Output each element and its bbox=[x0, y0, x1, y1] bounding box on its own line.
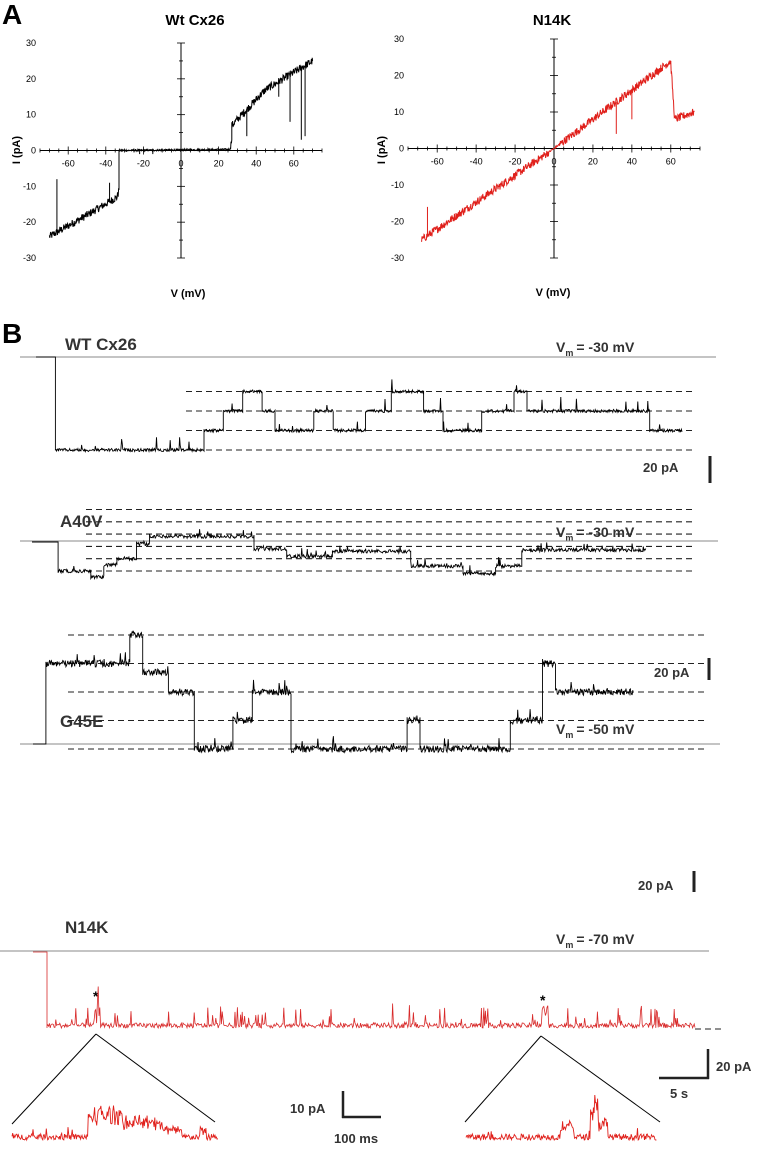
iv-wt-x-tick-label: 60 bbox=[289, 159, 299, 169]
iv-plot-n14k-axes: -60 -40 -20 0 20 40 60 -30 -20 -10 0 10 20 30 bbox=[391, 34, 701, 263]
trace-wt-plot bbox=[20, 356, 716, 454]
iv-n14k-y-tick-label: 20 bbox=[394, 71, 404, 81]
iv-wt-y-tick-label: 20 bbox=[26, 74, 36, 84]
iv-wt-x-tick-label: 0 bbox=[178, 159, 183, 169]
inset-trace-right bbox=[465, 1094, 657, 1142]
iv-wt-y-tick-label: 10 bbox=[26, 110, 36, 120]
trace-a40v-name: A40V bbox=[60, 512, 103, 531]
trace-n14k-current bbox=[33, 951, 696, 1030]
iv-n14k-y-tick-label: 10 bbox=[394, 107, 404, 117]
trace-n14k-marker: * bbox=[93, 988, 99, 1004]
trace-n14k-name: N14K bbox=[65, 918, 109, 937]
trace-a40v: A40V Vm = -30 mV 20 pA bbox=[20, 508, 718, 680]
iv-plot-n14k-ylabel: I (pA) bbox=[376, 136, 388, 164]
trace-a40v-plot bbox=[20, 508, 718, 581]
iv-wt-y-tick-label: 30 bbox=[26, 38, 36, 48]
panel-label-a: A bbox=[2, 0, 22, 30]
zoom-line bbox=[540, 1035, 661, 1123]
iv-wt-y-tick-label: 0 bbox=[31, 146, 36, 156]
iv-plot-wt: Wt Cx26 -60 -40 -20 0 20 40 60 -30 -20 -10 0 10 20 30… bbox=[11, 12, 323, 300]
inset-trace-left bbox=[11, 1105, 219, 1142]
iv-n14k-x-tick-label: 0 bbox=[551, 157, 556, 167]
iv-plot-wt-ylabel: I (pA) bbox=[11, 136, 23, 164]
iv-n14k-y-tick-label: -20 bbox=[391, 217, 404, 227]
inset-current-scale-label: 10 pA bbox=[290, 1101, 326, 1116]
trace-a40v-scale-label: 20 pA bbox=[654, 665, 690, 680]
iv-n14k-x-tick-label: 40 bbox=[627, 157, 637, 167]
iv-n14k-curve bbox=[421, 60, 695, 242]
n14k-insets: 10 pA 100 ms bbox=[11, 1033, 661, 1146]
trace-g45e-plot bbox=[20, 630, 720, 754]
trace-g45e-name: G45E bbox=[60, 712, 103, 731]
iv-wt-x-tick-label: -40 bbox=[99, 159, 112, 169]
trace-n14k-vm: Vm = -70 mV bbox=[556, 931, 635, 950]
inset-time-scale-label: 100 ms bbox=[334, 1131, 378, 1146]
iv-plot-n14k-title: N14K bbox=[533, 12, 572, 29]
trace-a40v-vm: Vm = -30 mV bbox=[556, 524, 635, 543]
iv-wt-y-tick-label: -30 bbox=[23, 253, 36, 263]
trace-g45e-vm: Vm = -50 mV bbox=[556, 721, 635, 740]
n14k-time-scale-label: 5 s bbox=[670, 1086, 688, 1101]
iv-wt-x-tick-label: 40 bbox=[251, 159, 261, 169]
iv-n14k-y-tick-label: 30 bbox=[394, 34, 404, 44]
trace-g45e-scale-label: 20 pA bbox=[638, 878, 674, 893]
iv-n14k-x-tick-label: -40 bbox=[470, 157, 483, 167]
trace-n14k: N14K Vm = -70 mV * * 20 pA 5 s bbox=[0, 918, 752, 1101]
iv-wt-x-tick-label: -60 bbox=[62, 159, 75, 169]
trace-g45e-current bbox=[33, 630, 634, 754]
iv-n14k-x-tick-label: -20 bbox=[509, 157, 522, 167]
iv-n14k-y-tick-label: -30 bbox=[391, 253, 404, 263]
iv-plot-wt-title: Wt Cx26 bbox=[165, 12, 224, 29]
iv-plot-wt-axes: -60 -40 -20 0 20 40 60 -30 -20 -10 0 10 20 30 bbox=[23, 38, 323, 263]
iv-n14k-y-tick-label: 0 bbox=[399, 144, 404, 154]
iv-plot-n14k-xlabel: V (mV) bbox=[536, 287, 571, 299]
iv-plot-n14k: N14K -60 -40 -20 0 20 40 60 -30 -20 -10 0 10 20 30 V … bbox=[376, 12, 701, 299]
iv-plot-wt-xlabel: V (mV) bbox=[171, 288, 206, 300]
panel-label-b: B bbox=[2, 318, 22, 349]
iv-wt-y-tick-label: -20 bbox=[23, 217, 36, 227]
iv-n14k-x-tick-label: 60 bbox=[666, 157, 676, 167]
zoom-line bbox=[95, 1033, 216, 1123]
trace-wt-name: WT Cx26 bbox=[65, 335, 137, 354]
trace-wt-vm: Vm = -30 mV bbox=[556, 339, 635, 358]
trace-n14k-plot bbox=[0, 950, 725, 1030]
iv-n14k-y-tick-label: -10 bbox=[391, 180, 404, 190]
trace-a40v-current bbox=[32, 529, 647, 581]
iv-n14k-x-tick-label: 20 bbox=[588, 157, 598, 167]
trace-wt-current bbox=[36, 356, 683, 454]
iv-wt-curve bbox=[48, 57, 314, 238]
zoom-line bbox=[11, 1033, 97, 1125]
trace-wt: WT Cx26 Vm = -30 mV 20 pA bbox=[20, 335, 716, 483]
inset-plot bbox=[11, 1094, 657, 1142]
zoom-line bbox=[464, 1035, 542, 1123]
iv-wt-y-tick-label: -10 bbox=[23, 181, 36, 191]
iv-wt-x-tick-label: 20 bbox=[214, 159, 224, 169]
trace-n14k-marker: * bbox=[540, 992, 546, 1008]
n14k-current-scale-label: 20 pA bbox=[716, 1059, 752, 1074]
trace-wt-scale-label: 20 pA bbox=[643, 460, 679, 475]
iv-n14k-x-tick-label: -60 bbox=[431, 157, 444, 167]
trace-g45e: G45E Vm = -50 mV 20 pA bbox=[20, 630, 720, 893]
iv-wt-x-tick-label: -20 bbox=[137, 159, 150, 169]
